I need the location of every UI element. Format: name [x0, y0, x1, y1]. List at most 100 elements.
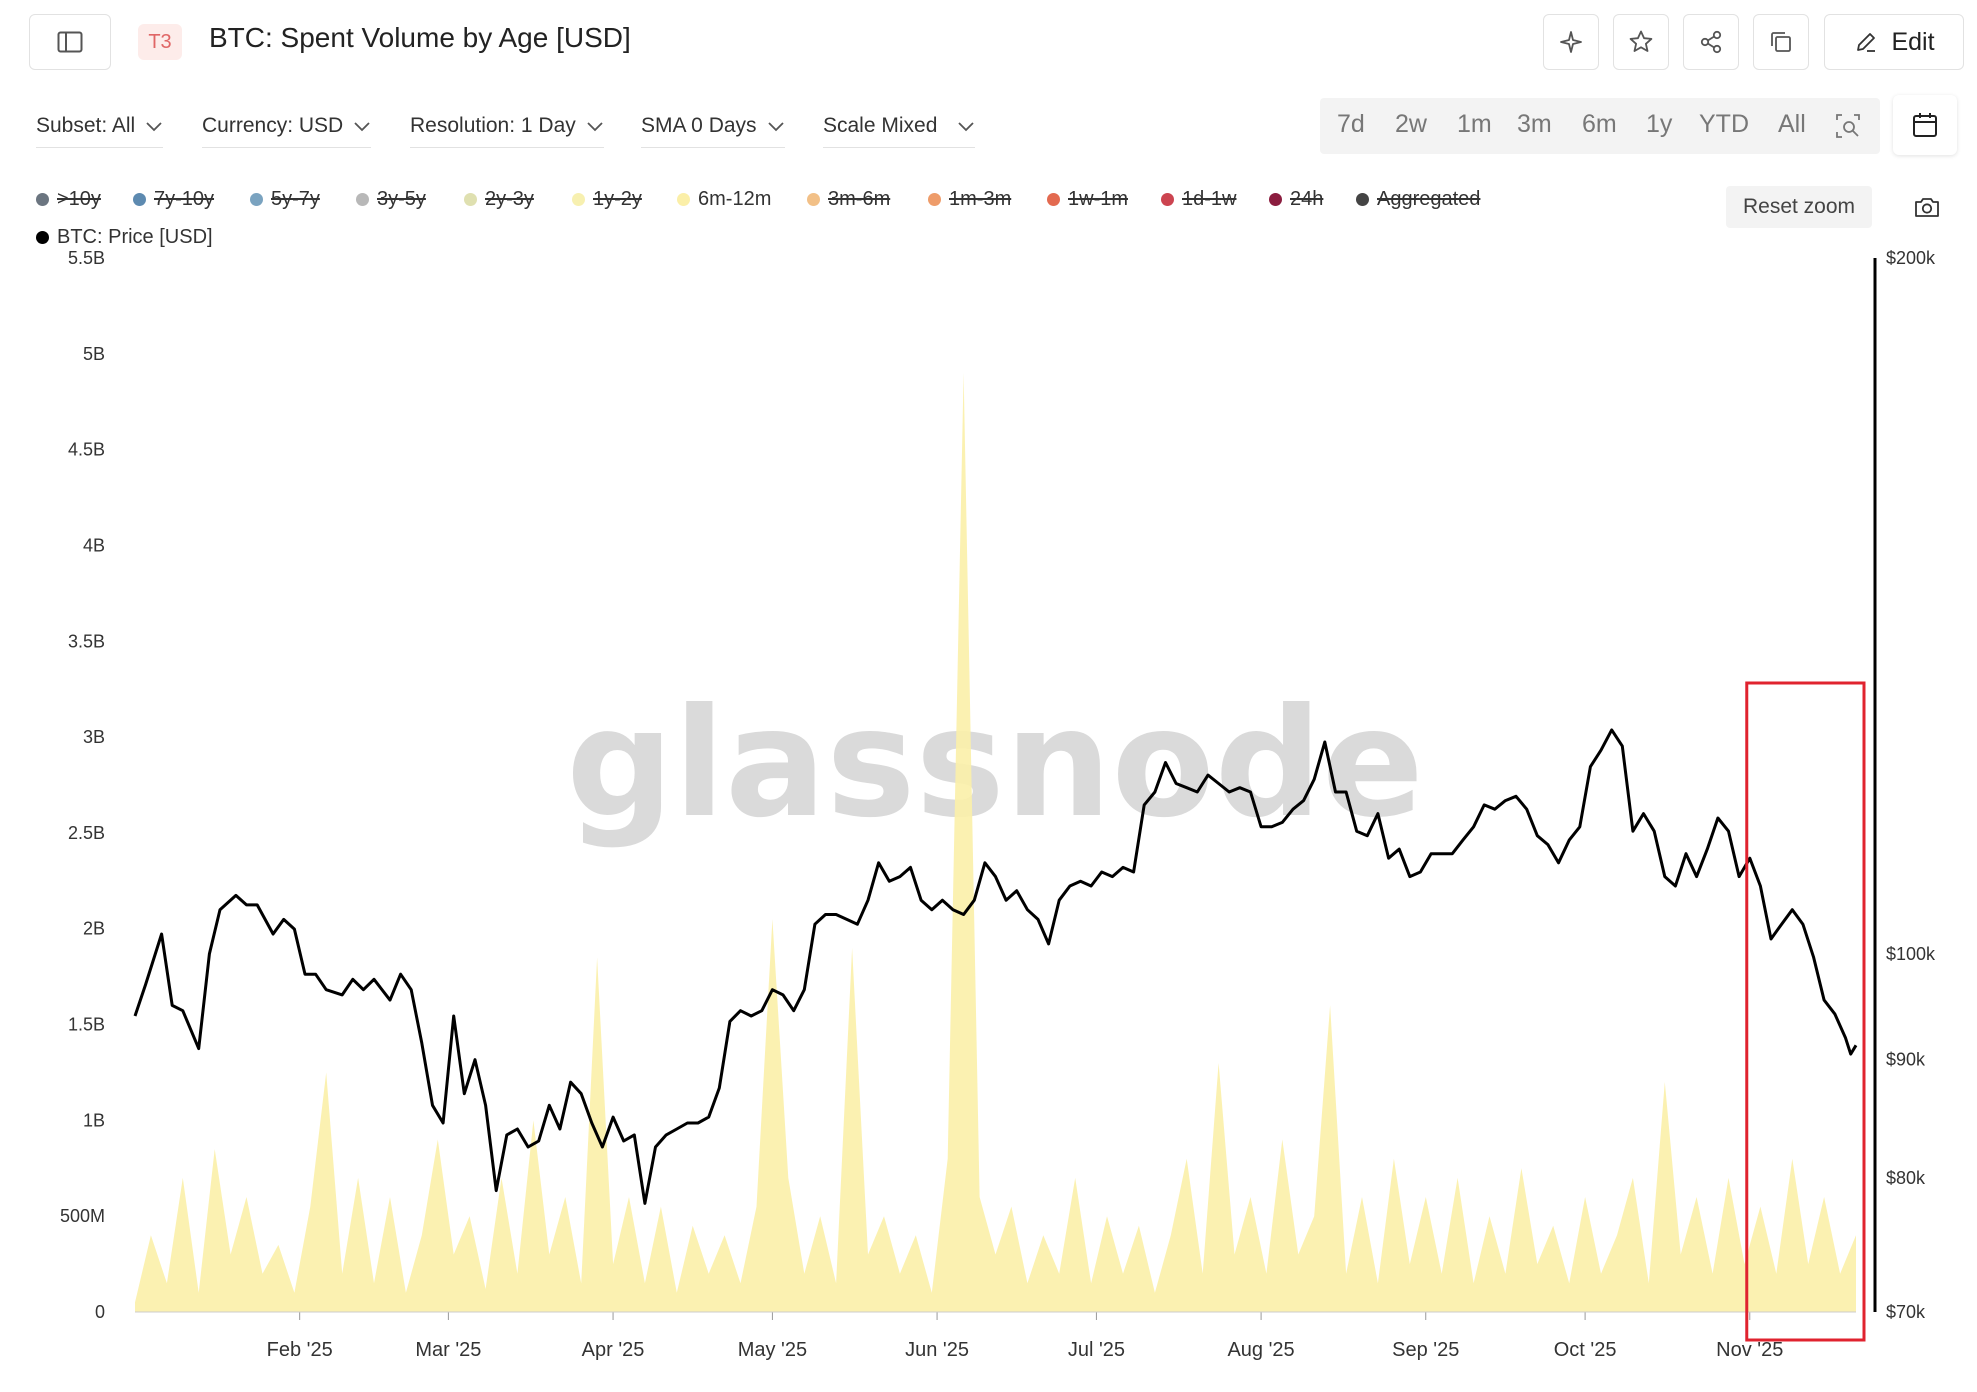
range-3m-button[interactable]: 3m — [1517, 110, 1552, 138]
y-right-tick-label: $80k — [1886, 1168, 1926, 1188]
top-bar: T3 BTC: Spent Volume by Age [USD] Edit — [0, 0, 1977, 84]
legend-label: 1y-2y — [593, 188, 642, 210]
scale-dropdown[interactable]: Scale Mixed — [823, 114, 976, 148]
legend-item-1m-3m[interactable]: 1m-3m — [928, 188, 1011, 211]
sidebar-panel-icon — [57, 31, 83, 53]
legend-swatch — [36, 193, 49, 206]
legend-item-3y-5y[interactable]: 3y-5y — [356, 188, 426, 211]
range-6m-button[interactable]: 6m — [1582, 110, 1617, 138]
y-left-tick-label: 500M — [60, 1206, 105, 1226]
y-left-tick-label: 4B — [83, 535, 105, 555]
legend-item-1d-1w[interactable]: 1d-1w — [1161, 188, 1236, 211]
y-right-tick-label: $200k — [1886, 248, 1936, 268]
legend-swatch — [133, 193, 146, 206]
range-7d-button[interactable]: 7d — [1337, 110, 1365, 138]
time-range-group: 7d 2w 1m 3m 6m 1y YTD All — [1320, 98, 1880, 154]
x-tick-label: Aug '25 — [1227, 1339, 1294, 1361]
y-left-tick-label: 2.5B — [68, 823, 105, 843]
legend-label: 1m-3m — [949, 188, 1012, 210]
legend-swatch — [1161, 193, 1174, 206]
legend-item-1y-2y[interactable]: 1y-2y — [572, 188, 642, 211]
legend-item-2y-3y[interactable]: 2y-3y — [464, 188, 534, 211]
y-left-tick-label: 1B — [83, 1110, 105, 1130]
ai-assistant-button[interactable] — [1543, 14, 1599, 70]
legend-label: 6m-12m — [698, 188, 772, 210]
legend-label: 5y-7y — [271, 188, 320, 210]
legend-item-5y-7y[interactable]: 5y-7y — [250, 188, 320, 211]
copy-icon — [1771, 32, 1791, 52]
edit-button[interactable]: Edit — [1824, 14, 1964, 70]
legend-label: 3m-6m — [828, 188, 891, 210]
screenshot-button[interactable] — [1910, 190, 1944, 224]
legend-label: BTC: Price [USD] — [57, 226, 213, 248]
scale-label: Scale Mixed — [823, 114, 938, 137]
sidebar-toggle-button[interactable] — [29, 14, 111, 70]
resolution-dropdown[interactable]: Resolution: 1 Day — [410, 114, 604, 148]
highlight-box — [1745, 681, 1866, 1342]
y-right-tick-label: $100k — [1886, 944, 1936, 964]
x-tick-label: Apr '25 — [582, 1339, 645, 1361]
sma-label: SMA 0 Days — [641, 114, 757, 137]
series-line-btc-price — [133, 728, 1858, 1205]
calendar-button[interactable] — [1893, 95, 1957, 155]
x-tick-label: May '25 — [738, 1339, 807, 1361]
legend-swatch — [464, 193, 477, 206]
legend-item-aggregated[interactable]: Aggregated — [1356, 188, 1480, 211]
legend-swatch — [36, 231, 49, 244]
calendar-icon — [1913, 113, 1937, 137]
subset-dropdown[interactable]: Subset: All — [36, 114, 164, 148]
x-tick-label: Jun '25 — [905, 1339, 969, 1361]
currency-label: Currency: USD — [202, 114, 344, 137]
y-right-tick-label: $90k — [1886, 1050, 1926, 1070]
legend-label: 1d-1w — [1182, 188, 1237, 210]
range-1m-button[interactable]: 1m — [1457, 110, 1492, 138]
range-1y-button[interactable]: 1y — [1646, 110, 1673, 138]
legend-label: 7y-10y — [154, 188, 215, 210]
range-ytd-button[interactable]: YTD — [1699, 110, 1749, 138]
reset-zoom-button[interactable]: Reset zoom — [1726, 186, 1872, 228]
star-icon — [1629, 30, 1653, 52]
favorite-button[interactable] — [1613, 14, 1669, 70]
x-tick-label: Feb '25 — [267, 1339, 333, 1361]
y-left-tick-label: 3B — [83, 727, 105, 747]
legend-swatch — [1269, 193, 1282, 206]
tier-badge: T3 — [138, 24, 182, 60]
sma-dropdown[interactable]: SMA 0 Days — [641, 114, 785, 148]
chevron-down-icon — [587, 122, 603, 132]
legend-swatch — [807, 193, 820, 206]
x-tick-label: Mar '25 — [415, 1339, 481, 1361]
resolution-label: Resolution: 1 Day — [410, 114, 576, 137]
page-title: BTC: Spent Volume by Age [USD] — [209, 22, 631, 53]
duplicate-button[interactable] — [1753, 14, 1809, 70]
legend-item-7y-10y[interactable]: 7y-10y — [133, 188, 214, 211]
subset-label: Subset: All — [36, 114, 136, 137]
share-button[interactable] — [1683, 14, 1739, 70]
camera-icon — [1915, 198, 1939, 217]
legend-item-btc-price[interactable]: BTC: Price [USD] — [36, 226, 213, 249]
legend-item-1w-1m[interactable]: 1w-1m — [1047, 188, 1128, 211]
legend-swatch — [250, 193, 263, 206]
y-left-tick-label: 2B — [83, 919, 105, 939]
legend-label: >10y — [57, 188, 101, 210]
y-left-tick-label: 4.5B — [68, 440, 105, 460]
chevron-down-icon — [767, 122, 784, 132]
range-all-button[interactable]: All — [1778, 110, 1806, 138]
legend-label: 2y-3y — [485, 188, 534, 210]
zoom-select-icon[interactable] — [1834, 112, 1862, 140]
legend-item-3m-6m[interactable]: 3m-6m — [807, 188, 890, 211]
y-left-tick-label: 3.5B — [68, 631, 105, 651]
legend-swatch — [1047, 193, 1060, 206]
x-tick-label: Nov '25 — [1716, 1339, 1783, 1361]
legend-label: 1w-1m — [1068, 188, 1129, 210]
legend-item-24h[interactable]: 24h — [1269, 188, 1323, 211]
legend-swatch — [356, 193, 369, 206]
legend-label: 24h — [1290, 188, 1324, 210]
range-2w-button[interactable]: 2w — [1395, 110, 1427, 138]
legend-item-over-10y[interactable]: >10y — [36, 188, 101, 211]
chevron-down-icon — [146, 122, 162, 132]
share-icon — [1700, 30, 1722, 54]
legend-swatch — [1356, 193, 1369, 206]
legend-item-6m-12m[interactable]: 6m-12m — [677, 188, 771, 211]
currency-dropdown[interactable]: Currency: USD — [202, 114, 372, 148]
